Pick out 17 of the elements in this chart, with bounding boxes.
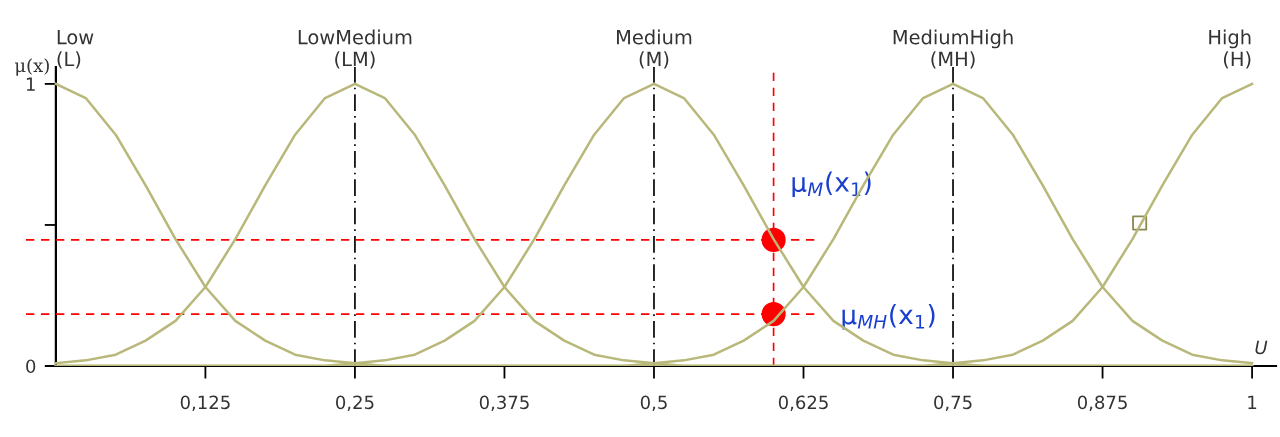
x-tick-label: 0,875 bbox=[1077, 395, 1127, 411]
series-label: High (H) bbox=[1209, 29, 1251, 69]
y-tick-label: 0 bbox=[26, 359, 36, 374]
x-tick-label: 0,75 bbox=[934, 395, 972, 411]
x-tick-label: 0,25 bbox=[336, 395, 374, 411]
y-axis-title: μ(x) bbox=[14, 58, 49, 76]
x-tick-label: 0,125 bbox=[180, 395, 230, 411]
x-axis-title: U bbox=[1255, 340, 1268, 355]
x-tick-label: 0,375 bbox=[479, 395, 529, 411]
annotation: μ$_{MH}$(x$_{1}$) bbox=[842, 304, 935, 330]
x-tick-label: 1 bbox=[1248, 395, 1257, 409]
series-label: LowMedium (LM) bbox=[298, 29, 412, 69]
x-tick-label: 0,5 bbox=[640, 395, 667, 411]
x-tick-label: 0,625 bbox=[778, 395, 828, 411]
series-label: MediumHigh (MH) bbox=[893, 29, 1013, 69]
series-label: Medium (M) bbox=[617, 29, 692, 69]
series-label: Low (L) bbox=[57, 30, 94, 69]
